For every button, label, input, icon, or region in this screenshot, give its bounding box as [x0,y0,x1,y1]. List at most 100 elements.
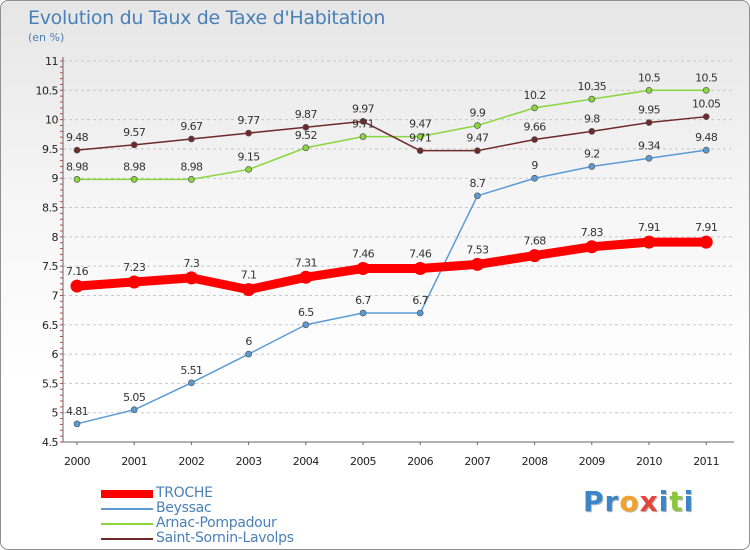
legend-swatch [101,507,153,510]
data-label: 7.1 [241,269,257,282]
y-tick-label: 6.5 [42,319,58,332]
data-label: 6.5 [298,306,314,319]
legend-label: Beyssac [156,500,212,516]
y-tick-label: 7.5 [42,260,58,273]
data-label: 9.66 [524,121,547,134]
data-point [702,86,710,94]
data-point [359,118,367,125]
x-tick-label: 2003 [236,455,262,468]
data-label: 6.7 [355,294,371,307]
data-label: 7.46 [352,247,375,260]
data-point [73,420,81,428]
data-label: 7.91 [695,221,717,234]
data-point [474,122,481,129]
data-point [588,127,596,135]
data-point [528,249,542,263]
data-label: 7.16 [66,265,89,278]
data-point [130,176,138,183]
y-tick-label: 7 [52,289,59,302]
data-label: 9 [531,159,538,172]
series-line-troche [72,237,711,295]
data-label: 5.05 [123,391,146,404]
data-label: 6.7 [412,294,428,307]
data-label: 4.81 [66,405,88,418]
data-label: 7.53 [466,243,489,256]
logo-letter: x [639,485,659,518]
data-point [242,283,256,297]
y-tick-label: 10 [45,114,58,127]
data-point [416,133,424,140]
data-point [302,321,310,329]
data-label: 9.67 [180,120,203,133]
x-tick-label: 2002 [178,455,204,468]
data-point [188,379,195,387]
data-point [416,147,424,155]
data-point [470,257,484,271]
data-point [245,350,252,358]
data-point [588,95,596,103]
y-tick-label: 9.5 [42,143,58,156]
data-label: 10.5 [695,71,718,84]
legend-swatch [101,489,153,498]
x-tick-label: 2005 [350,455,376,468]
data-label: 8.98 [180,160,203,173]
data-label: 7.46 [409,247,432,260]
data-label: 10.5 [638,71,661,84]
data-point [73,176,81,183]
data-point [474,147,481,155]
data-point [130,406,138,414]
data-point [359,309,367,317]
data-point [531,174,538,182]
data-point [130,141,138,149]
series-line-arnac-pompadour [76,89,707,181]
data-point [70,279,84,293]
x-tick-label: 2004 [293,455,319,468]
data-label: 10.35 [578,80,607,93]
data-label: 7.68 [524,235,547,248]
data-point [188,176,195,183]
x-tick-label: 2006 [407,455,433,468]
data-point [474,192,481,200]
data-point [531,136,538,143]
data-label: 7.83 [581,226,604,239]
proxiti-logo: Proxiti [583,485,694,518]
data-label: 10.05 [692,98,721,111]
data-point [302,123,310,131]
data-label: 7.91 [638,221,660,234]
data-point [73,146,81,154]
data-label: 10.2 [524,89,546,102]
data-label: 9.2 [584,148,600,161]
legend-label: TROCHE [156,485,213,501]
y-tick-label: 6 [52,348,59,361]
data-point [127,275,141,289]
series-line-saint-sornin-lavolps [76,115,707,152]
data-label: 9.87 [295,108,318,121]
data-point [184,271,198,285]
data-label: 9.97 [352,102,375,115]
y-tick-label: 5 [52,407,59,420]
data-point [359,133,367,140]
data-label: 9.48 [66,131,89,144]
logo-letter: r [604,485,620,518]
data-label: 9.8 [584,112,600,125]
x-tick-label: 2010 [636,455,662,468]
data-point [356,261,370,275]
data-label: 7.3 [184,257,200,270]
data-label: 7.31 [295,256,317,269]
y-tick-label: 8.5 [42,202,58,215]
unit-label: (en %) [28,31,65,44]
data-label: 6 [245,335,252,348]
data-label: 8.7 [470,177,486,190]
data-point [245,166,252,173]
x-tick-label: 2000 [64,455,90,468]
data-point [188,135,195,143]
data-label: 5.51 [180,364,202,377]
y-tick-label: 4.5 [42,436,58,449]
x-tick-label: 2008 [522,455,548,468]
data-label: 9.47 [409,118,432,131]
logo-letter: i [658,485,670,518]
data-label: 9.71 [352,118,374,131]
data-label: 9.48 [695,131,718,144]
data-label: 7.23 [123,261,146,274]
